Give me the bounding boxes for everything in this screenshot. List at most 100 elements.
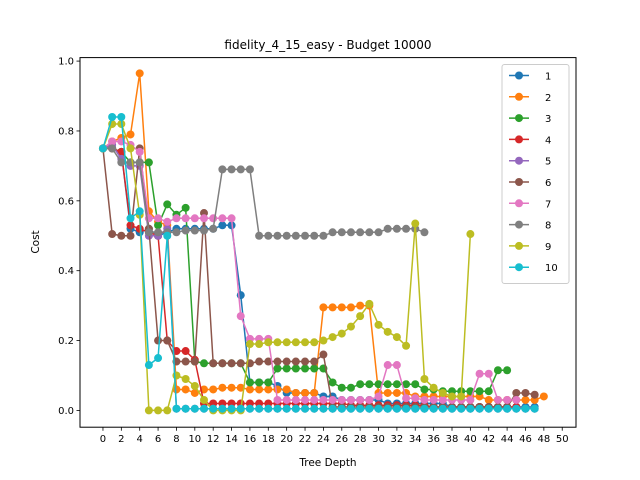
data-point — [521, 395, 530, 404]
data-point — [337, 228, 346, 237]
data-point — [264, 357, 273, 366]
data-point — [346, 383, 355, 392]
data-point — [135, 207, 144, 216]
data-point — [172, 347, 181, 356]
legend-marker — [515, 178, 523, 186]
data-point — [108, 144, 117, 153]
data-point — [420, 374, 429, 383]
x-tick-label: 32 — [391, 434, 404, 445]
data-point — [374, 380, 383, 389]
data-point — [218, 359, 227, 368]
x-tick-label: 44 — [501, 434, 514, 445]
data-point — [190, 357, 199, 366]
data-point — [144, 361, 153, 370]
data-point — [383, 388, 392, 397]
x-tick-label: 16 — [244, 434, 257, 445]
data-point — [154, 406, 163, 415]
data-point — [411, 394, 420, 403]
data-point — [172, 385, 181, 394]
legend-marker — [515, 71, 523, 80]
data-point — [264, 338, 273, 347]
data-point — [181, 404, 190, 413]
x-tick-label: 24 — [317, 434, 330, 445]
data-point — [135, 69, 144, 78]
legend-marker — [515, 92, 523, 101]
data-point — [420, 404, 429, 413]
data-point — [227, 214, 236, 223]
data-point — [190, 388, 199, 397]
data-point — [154, 336, 163, 345]
data-point — [484, 395, 493, 404]
data-point — [236, 404, 245, 413]
data-point — [319, 231, 328, 240]
data-point — [438, 388, 447, 397]
data-point — [365, 228, 374, 237]
x-tick-label: 22 — [299, 434, 312, 445]
data-point — [117, 147, 126, 156]
data-point — [429, 404, 438, 413]
data-point — [264, 385, 273, 394]
data-point — [163, 200, 172, 209]
legend-marker — [515, 156, 523, 165]
legend-entry: 5 — [509, 156, 551, 168]
x-tick-label: 20 — [280, 434, 293, 445]
data-point — [126, 214, 135, 223]
data-point — [346, 322, 355, 331]
data-point — [245, 385, 254, 394]
legend-entry: 2 — [509, 92, 551, 104]
data-point — [484, 369, 493, 378]
data-point — [503, 395, 512, 404]
data-point — [438, 395, 447, 404]
data-point — [365, 299, 374, 308]
data-point — [411, 404, 420, 413]
data-point — [245, 404, 254, 413]
data-point — [475, 404, 484, 413]
data-point — [319, 303, 328, 312]
data-point — [264, 231, 273, 240]
data-point — [291, 404, 300, 413]
data-point — [282, 404, 291, 413]
legend-label: 1 — [545, 72, 551, 83]
legend-marker — [515, 114, 523, 123]
data-point — [154, 221, 163, 230]
data-point — [126, 231, 135, 240]
data-point — [328, 404, 337, 413]
data-point — [493, 404, 502, 413]
data-point — [209, 224, 218, 233]
data-point — [539, 392, 548, 401]
data-point — [356, 380, 365, 389]
legend-entry: 7 — [509, 199, 551, 210]
data-point — [163, 217, 172, 226]
data-point — [356, 301, 365, 310]
data-point — [227, 359, 236, 368]
data-point — [172, 214, 181, 223]
data-point — [356, 228, 365, 237]
data-point — [319, 350, 328, 359]
data-point — [117, 231, 126, 240]
x-tick-label: 38 — [446, 434, 459, 445]
data-point — [337, 395, 346, 404]
data-point — [227, 165, 236, 174]
data-point — [200, 214, 208, 223]
legend-label: 9 — [545, 242, 551, 253]
data-point — [236, 165, 245, 174]
data-point — [301, 357, 310, 366]
data-point — [172, 371, 181, 380]
data-point — [503, 366, 512, 375]
data-point — [521, 404, 530, 413]
x-axis: 0 2 4 6 8 10 12 14 16 18 20 22 24 26 28 30 32 34 36 38 40 42 4… — [100, 427, 569, 445]
data-point — [448, 392, 456, 401]
data-point — [282, 338, 291, 347]
data-point — [291, 338, 300, 347]
legend-label: 8 — [545, 221, 551, 232]
data-point — [144, 158, 153, 167]
data-point — [383, 380, 392, 389]
data-point — [392, 404, 401, 413]
data-point — [392, 380, 401, 389]
data-point — [337, 303, 346, 312]
data-point — [154, 228, 163, 237]
x-tick-label: 28 — [354, 434, 367, 445]
data-point — [411, 380, 420, 389]
data-point — [190, 404, 199, 413]
data-point — [310, 395, 319, 404]
